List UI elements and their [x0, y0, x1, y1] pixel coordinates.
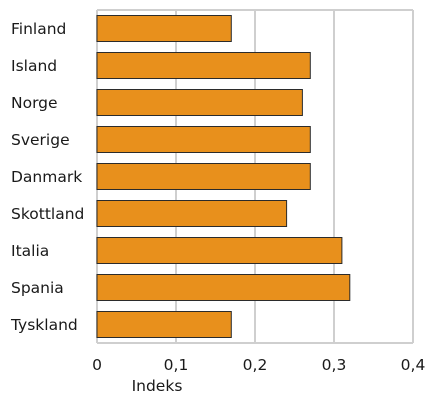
- category-label: Danmark: [11, 168, 82, 186]
- x-tick-label: 0,3: [322, 356, 347, 374]
- category-label: Norge: [11, 94, 58, 112]
- bar-finland: [96, 15, 232, 42]
- category-label: Sverige: [11, 131, 70, 149]
- x-tick-label: 0: [92, 356, 102, 374]
- category-label: Italia: [11, 242, 49, 260]
- x-tick-label: 0,4: [401, 356, 426, 374]
- x-tick-label: 0,2: [243, 356, 268, 374]
- bar-danmark: [96, 163, 311, 190]
- category-label: Island: [11, 57, 57, 75]
- x-tick-label: 0,1: [164, 356, 189, 374]
- x-axis-title: Indeks: [132, 377, 183, 395]
- category-labels: Finland Island Norge Sverige Danmark Skottlan…: [10, 20, 84, 334]
- bar-sverige: [96, 126, 311, 153]
- x-tick-labels: 0 0,1 0,2 0,3 0,4: [92, 356, 425, 374]
- bar-tyskland: [96, 311, 232, 338]
- category-label: Finland: [11, 20, 66, 38]
- bar-norge: [96, 89, 303, 116]
- category-label: Spania: [11, 279, 64, 297]
- bar-skottland: [96, 200, 288, 227]
- bar-italia: [96, 237, 343, 264]
- category-label: Skottland: [11, 205, 84, 223]
- bar-spania: [96, 274, 351, 301]
- category-label: Tyskland: [10, 316, 78, 334]
- bar-island: [96, 52, 311, 79]
- bars: [96, 15, 351, 338]
